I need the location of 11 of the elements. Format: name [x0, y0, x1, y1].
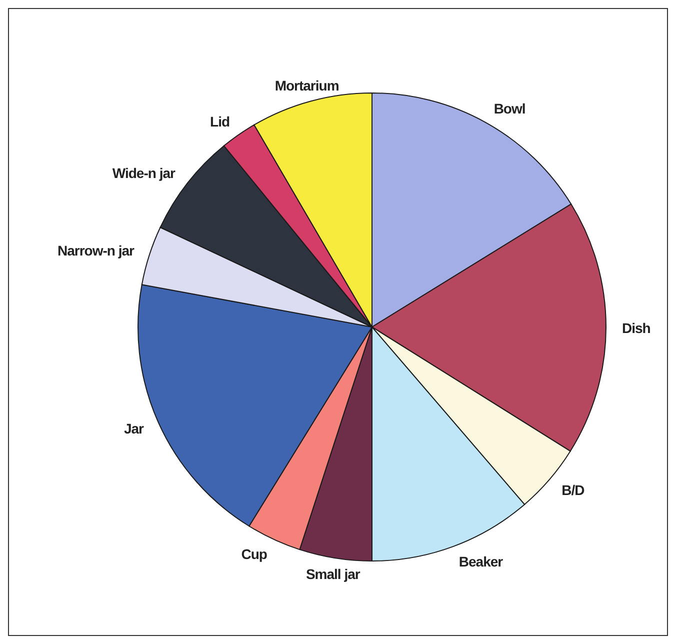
slice-label: Lid: [210, 114, 230, 130]
slice-label: Beaker: [458, 553, 504, 570]
slice-label: Bowl: [494, 100, 526, 117]
slice-label: Cup: [241, 546, 267, 562]
slice-label: Jar: [124, 420, 145, 436]
slice-label: Wide-n jar: [112, 165, 176, 182]
slice-label: Mortarium: [274, 78, 339, 94]
slice-label: Dish: [622, 320, 650, 336]
slice-label: Narrow-n jar: [58, 242, 136, 258]
slice-label: Small jar: [306, 566, 361, 582]
slice-label: B/D: [562, 482, 585, 498]
